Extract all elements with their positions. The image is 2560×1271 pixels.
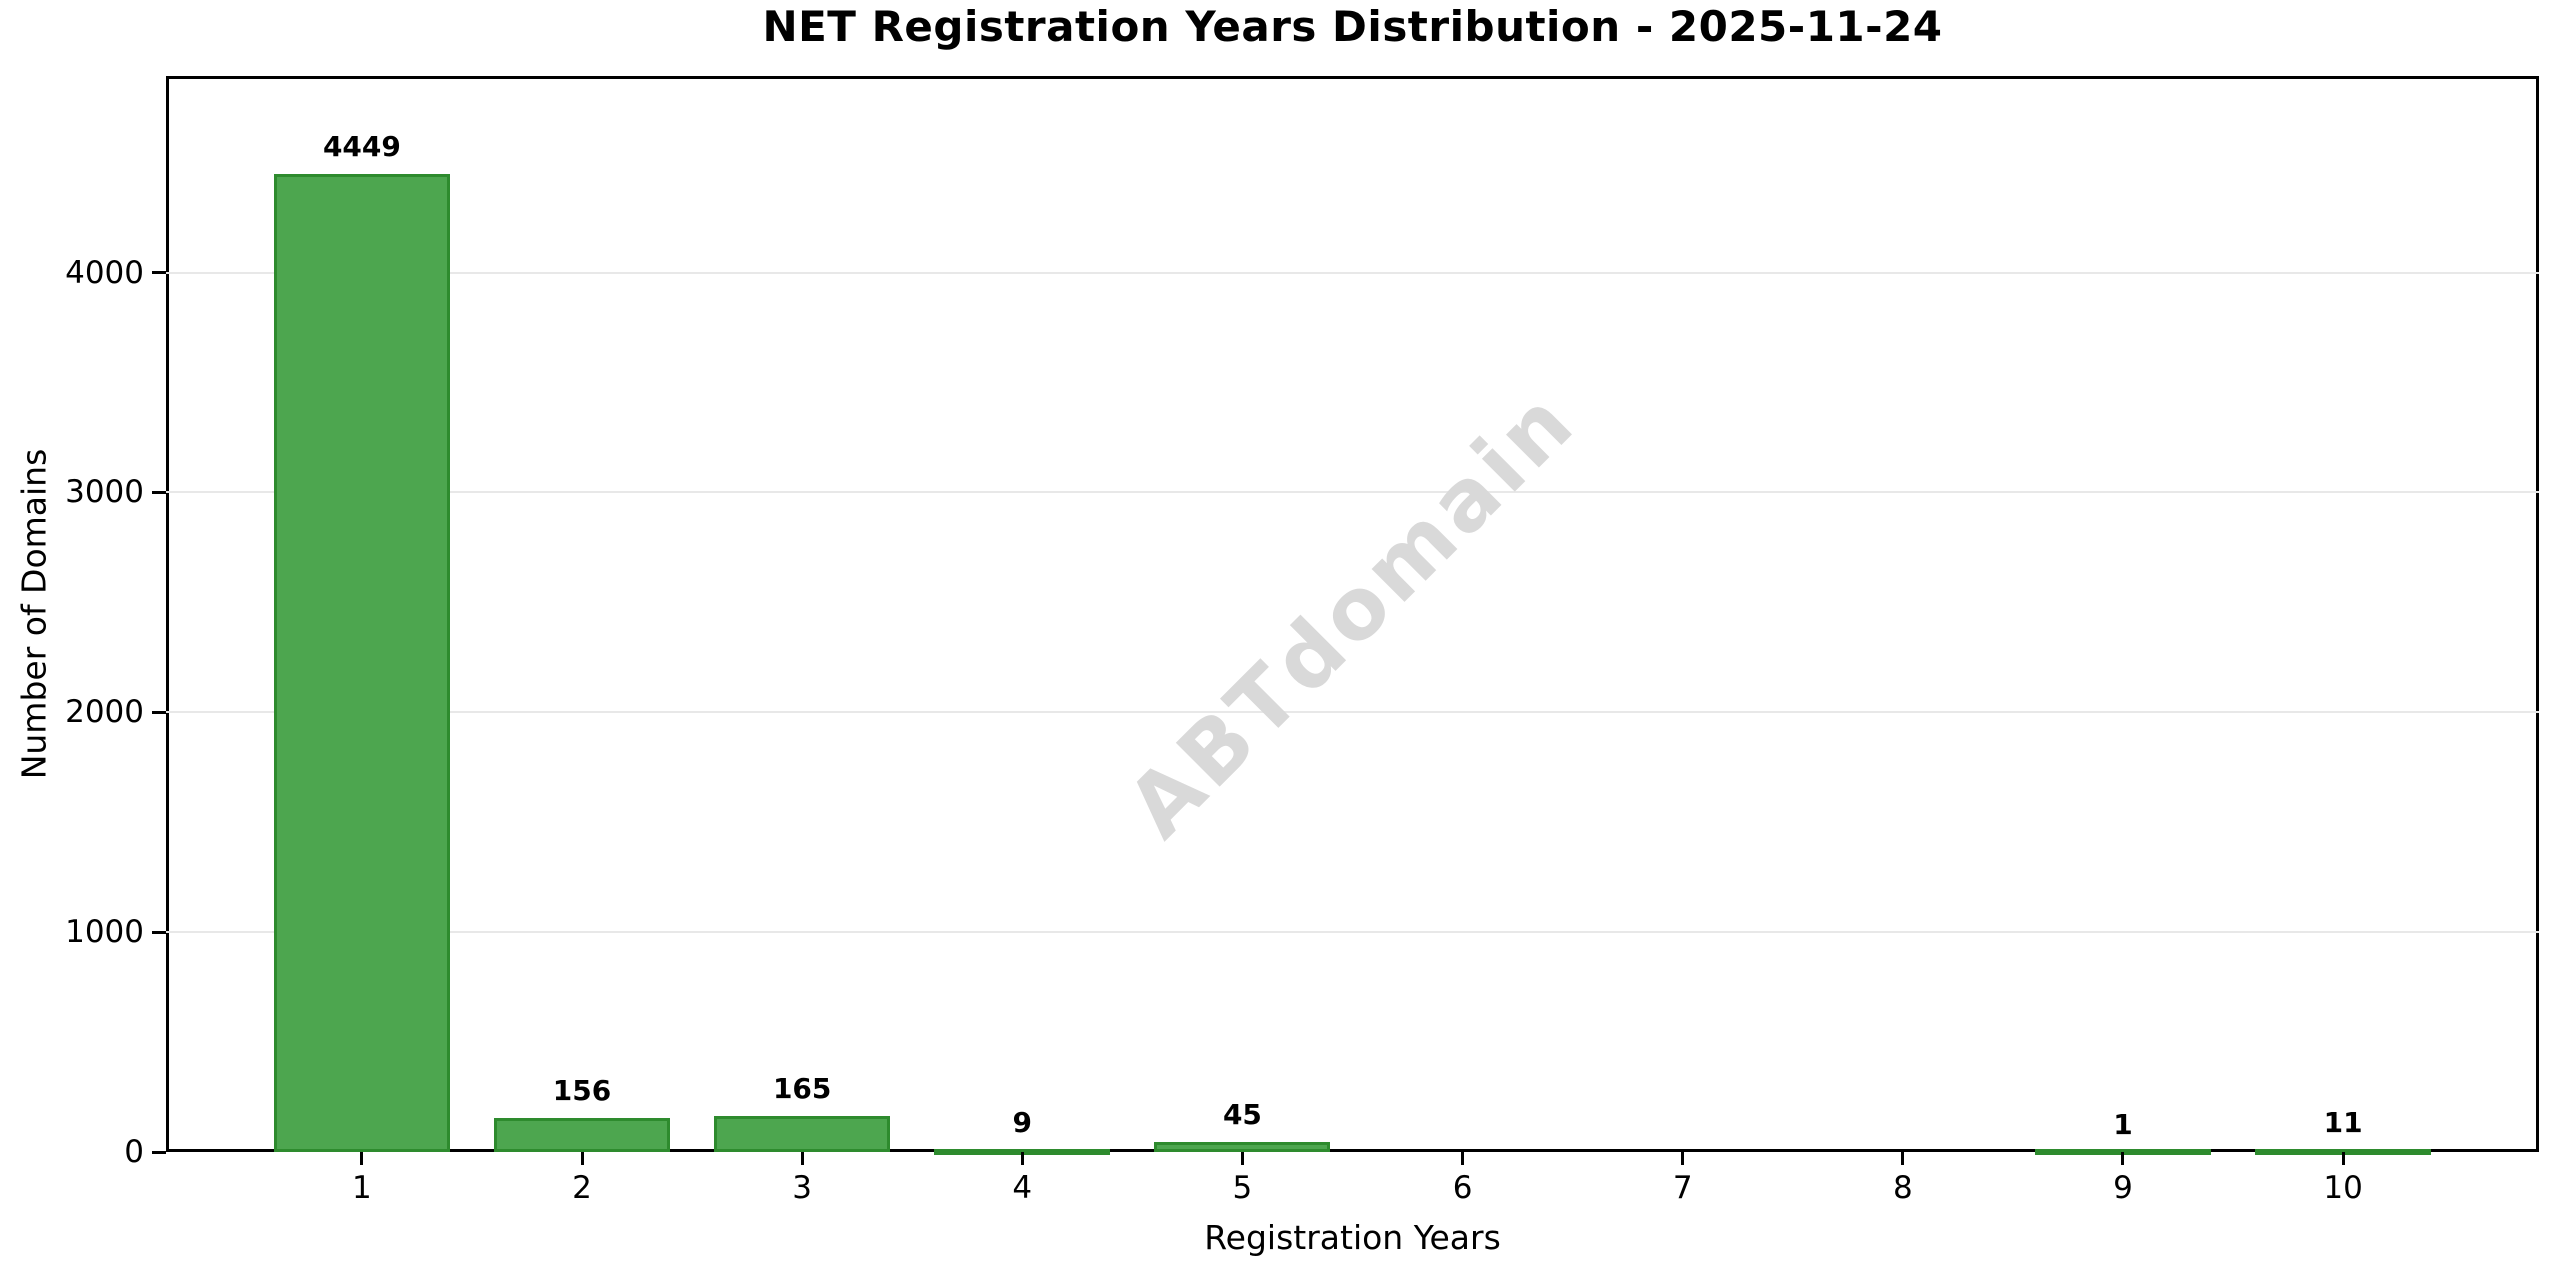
chart-title: NET Registration Years Distribution - 20…: [762, 2, 1943, 51]
y-axis-tick: [152, 490, 166, 494]
y-axis-tick: [152, 930, 166, 934]
x-axis-tick: [2121, 1152, 2125, 1165]
y-axis-tick: [152, 1150, 166, 1154]
y-tick-label: 0: [124, 1134, 144, 1170]
x-tick-label: 8: [1892, 1170, 1913, 1206]
bar-value-label: 1: [2113, 1107, 2133, 1141]
x-axis-tick: [360, 1152, 364, 1165]
x-tick-label: 7: [1672, 1170, 1693, 1206]
bar-value-label: 9: [1012, 1106, 1033, 1140]
y-gridline: [166, 491, 2539, 494]
bar-value-label: 156: [552, 1073, 612, 1107]
x-axis-tick: [800, 1152, 804, 1165]
y-axis-tick: [152, 271, 166, 275]
y-axis-tick: [152, 710, 166, 714]
bar-value-label: 11: [2323, 1105, 2363, 1139]
x-axis-tick: [1020, 1152, 1024, 1165]
y-tick-label: 3000: [65, 474, 144, 511]
y-tick-label: 4000: [65, 254, 144, 291]
x-axis-tick: [1461, 1152, 1465, 1165]
x-tick-label: 3: [792, 1170, 813, 1206]
y-tick-label: 1000: [65, 914, 144, 951]
bar-year-5: [1154, 1142, 1331, 1152]
x-tick-label: 2: [572, 1170, 592, 1206]
y-gridline: [166, 931, 2539, 934]
bar-value-label: 4449: [322, 129, 401, 163]
x-axis-tick: [1681, 1152, 1685, 1165]
x-tick-label: 6: [1452, 1170, 1473, 1206]
x-axis-tick: [580, 1152, 584, 1165]
plot-area: [166, 76, 2539, 1152]
x-tick-label: 1: [352, 1170, 372, 1206]
bar-year-1: [273, 173, 450, 1152]
y-gridline: [166, 711, 2539, 714]
x-axis-tick: [1901, 1152, 1905, 1165]
x-tick-label: 10: [2323, 1170, 2363, 1206]
bar-value-label: 45: [1222, 1098, 1262, 1132]
x-axis-label: Registration Years: [1204, 1218, 1501, 1257]
x-axis-tick: [1240, 1152, 1244, 1165]
x-tick-label: 5: [1232, 1170, 1253, 1206]
y-gridline: [166, 271, 2539, 274]
x-tick-label: 9: [2113, 1170, 2133, 1206]
bar-year-2: [493, 1117, 671, 1152]
x-tick-label: 4: [1012, 1170, 1033, 1206]
bar-year-3: [714, 1115, 891, 1152]
bar-value-label: 165: [772, 1071, 832, 1105]
y-tick-label: 2000: [65, 694, 144, 731]
x-axis-tick: [2341, 1152, 2345, 1165]
